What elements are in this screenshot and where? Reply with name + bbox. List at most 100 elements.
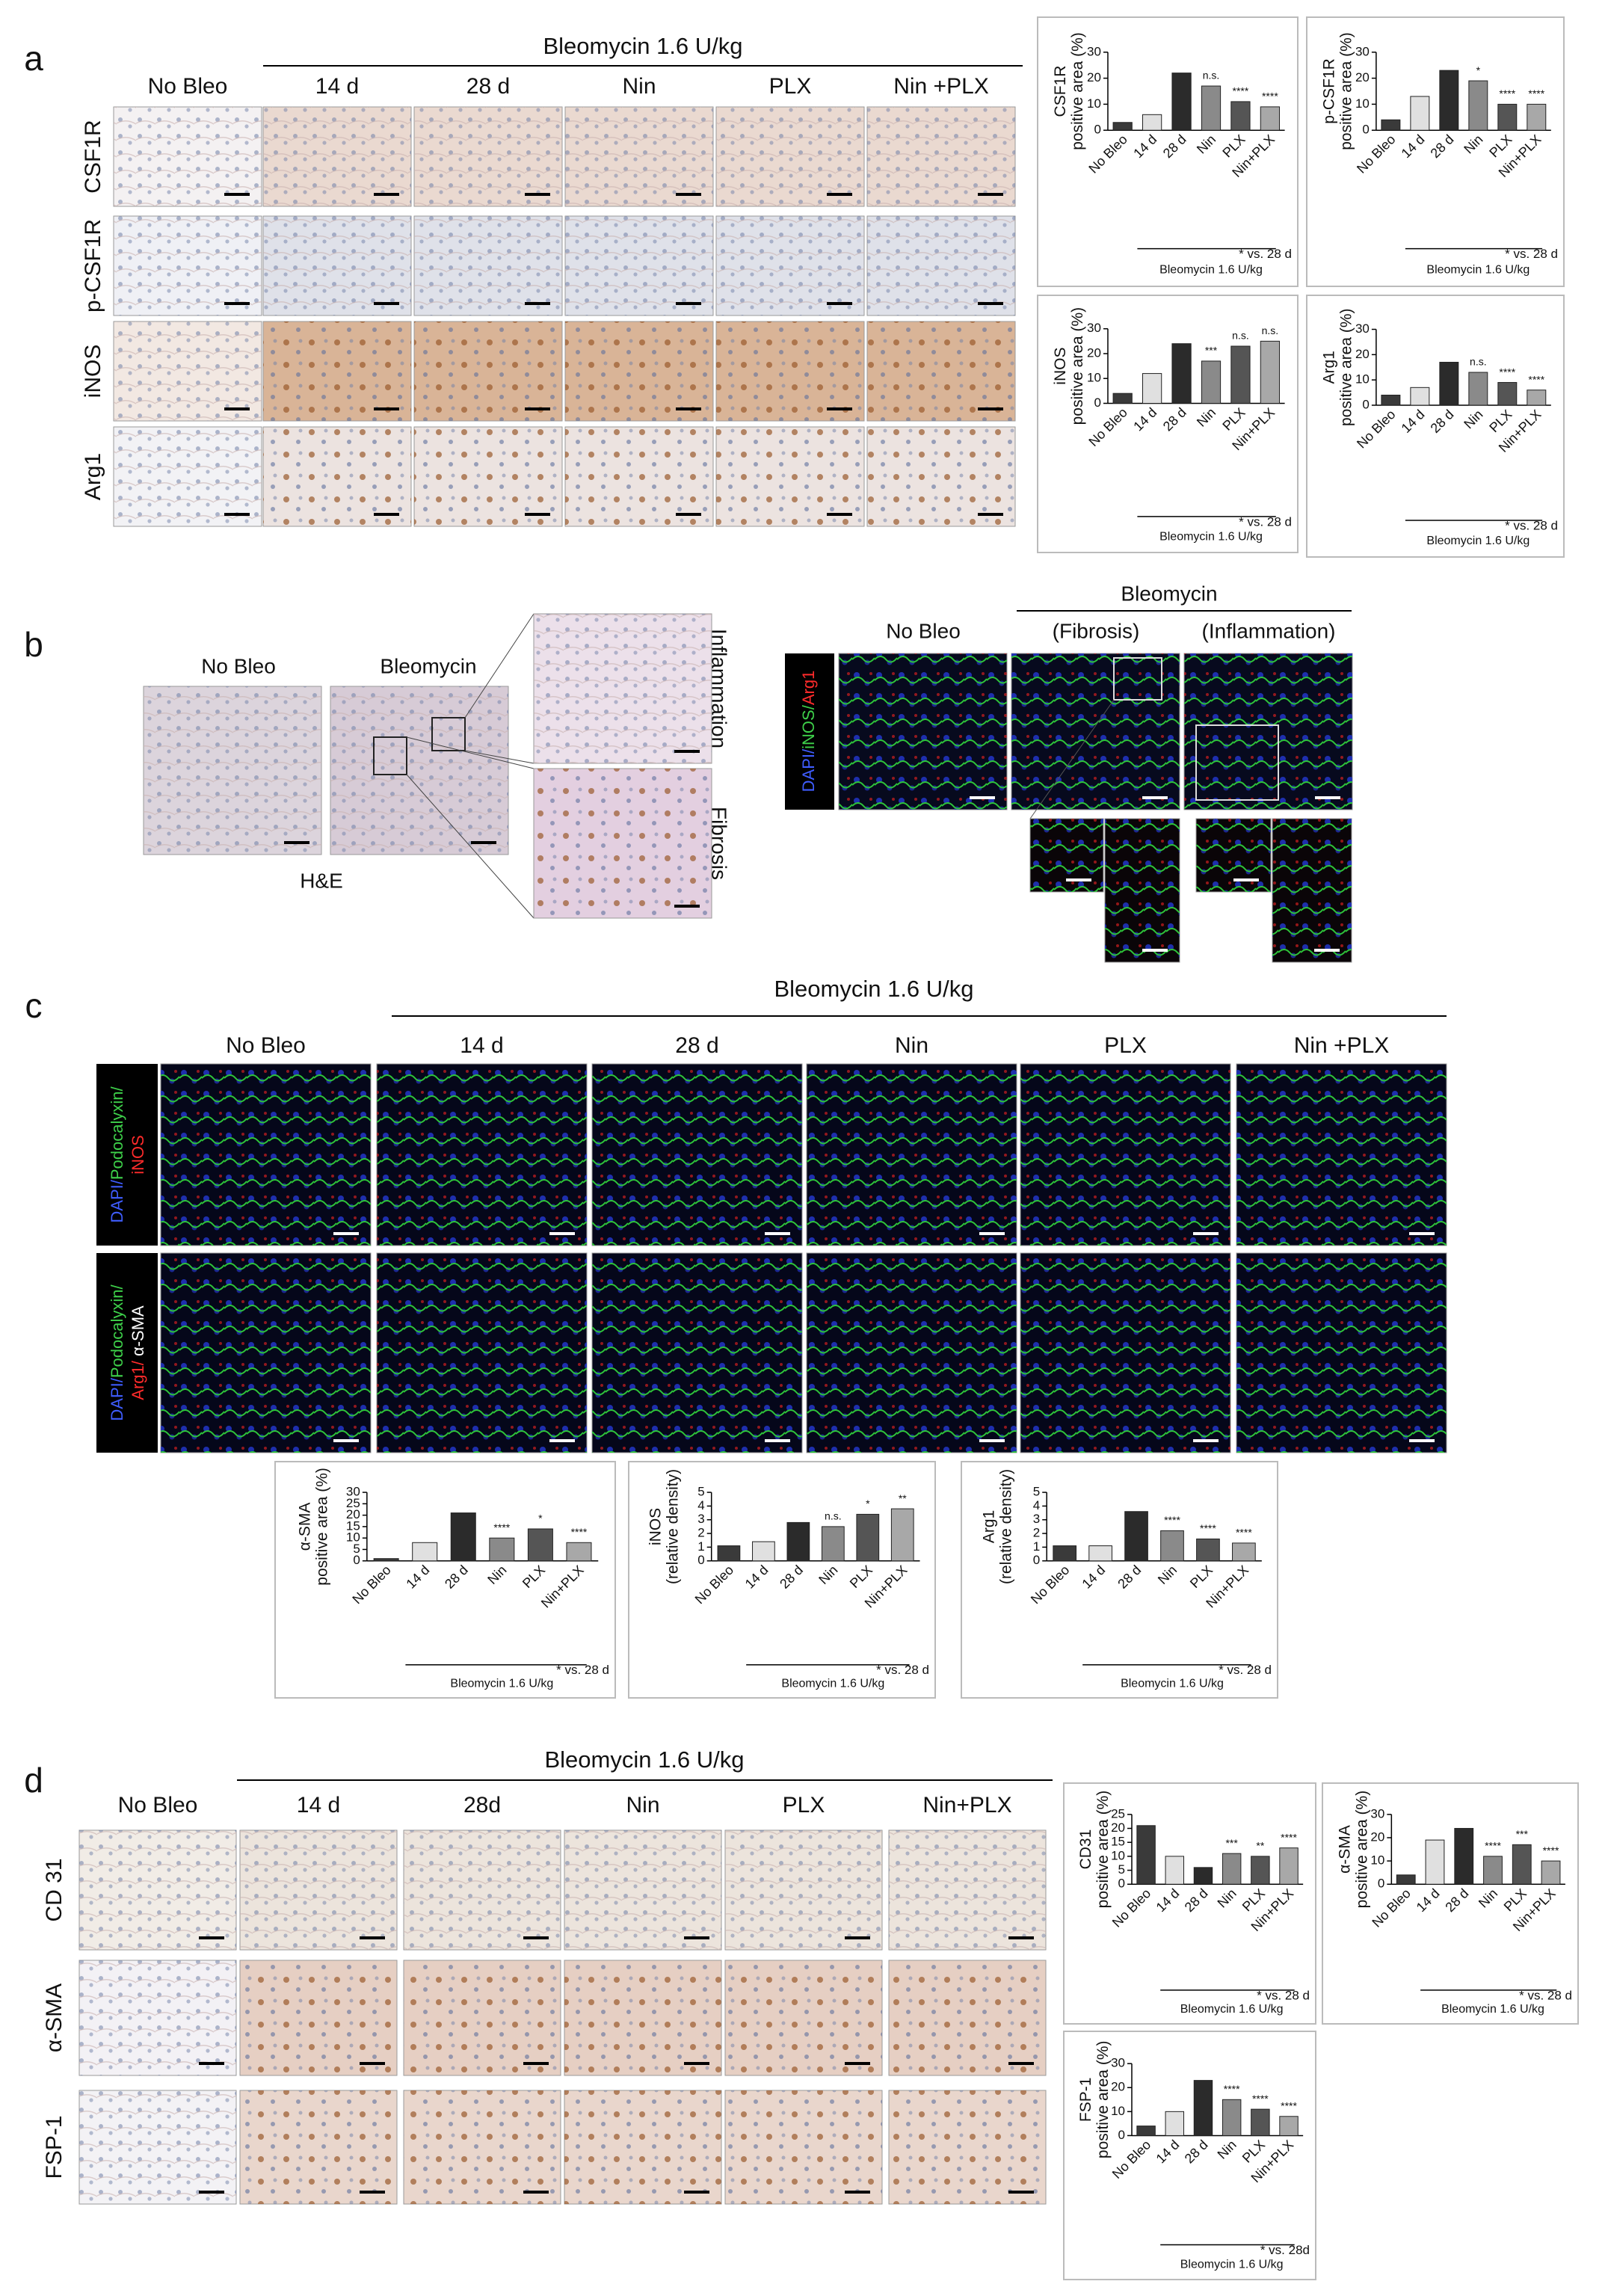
bar	[1541, 1860, 1561, 1885]
micrograph-texture	[1236, 1064, 1447, 1246]
bar	[856, 1513, 880, 1562]
y-tick-label: 15	[1111, 1835, 1125, 1849]
stain-part: DAPI/	[799, 748, 818, 792]
y-tick-label: 1	[1033, 1539, 1040, 1554]
micrograph-texture	[889, 2090, 1046, 2204]
micrograph-texture	[716, 107, 864, 206]
bar	[1112, 393, 1133, 404]
chart-frame	[1063, 1782, 1316, 2025]
chart-frame	[1306, 16, 1565, 287]
micrograph-texture	[377, 1064, 587, 1246]
bar	[1193, 2080, 1213, 2136]
note: * vs. 28 d	[1519, 1988, 1572, 2002]
bar	[1410, 387, 1430, 406]
note: * vs. 28 d	[1219, 1663, 1272, 1677]
significance-label: ****	[1543, 1844, 1559, 1856]
bar	[890, 1508, 914, 1562]
significance-label: ****	[1164, 1514, 1180, 1526]
inset-box	[373, 736, 407, 775]
micrograph-texture	[240, 1960, 397, 2075]
bar	[1230, 345, 1251, 404]
stain-part: iNOS/	[799, 704, 818, 749]
y-tick-label: 30	[1355, 321, 1370, 336]
micrograph-texture	[263, 107, 411, 206]
group-label: Bleomycin 1.6 U/kg	[781, 1677, 884, 1690]
bar	[1279, 1847, 1299, 1885]
y-tick-label: 15	[346, 1518, 360, 1533]
micrograph-texture	[414, 427, 562, 526]
micrograph-texture	[716, 216, 864, 316]
group-label: Bleomycin 1.6 U/kg	[1426, 535, 1530, 547]
bar	[1468, 372, 1488, 406]
group-label: Bleomycin 1.6 U/kg	[1159, 531, 1263, 544]
y-axis-label: (relative density)	[664, 1469, 681, 1584]
panel-label: c	[25, 986, 43, 1025]
micrograph-texture	[377, 1253, 587, 1453]
group-label: Bleomycin 1.6 U/kg	[1121, 1677, 1224, 1690]
bar	[1124, 1511, 1148, 1562]
micrograph-texture	[1020, 1253, 1230, 1453]
bar	[1425, 1839, 1445, 1885]
micrograph-texture	[79, 2090, 236, 2204]
micrograph-texture	[725, 1960, 882, 2075]
bar	[1222, 1853, 1242, 1885]
bar	[821, 1526, 845, 1562]
significance-label: ****	[1485, 1840, 1501, 1852]
bar	[1230, 101, 1251, 131]
stain-part: Podocalyxin/	[108, 1284, 126, 1379]
micrograph-texture	[592, 1064, 802, 1246]
significance-label: ****	[1528, 373, 1544, 385]
row-label: Arg1	[81, 453, 105, 500]
y-tick-label: 5	[697, 1485, 704, 1499]
significance-label: ****	[571, 1526, 588, 1538]
y-tick-label: 20	[1370, 1829, 1384, 1844]
y-axis-label: positive area (%)	[1353, 1791, 1370, 1909]
y-tick-label: 20	[1111, 2080, 1125, 2094]
micrograph-texture	[867, 427, 1015, 526]
bar	[1251, 1856, 1270, 1885]
bar	[1142, 114, 1162, 131]
bar	[1381, 394, 1401, 406]
y-tick-label: 20	[1355, 70, 1370, 84]
y-tick-label: 0	[697, 1553, 704, 1567]
row-label: DAPI/Podocalyxin/	[108, 1086, 126, 1223]
micrograph-texture	[725, 2090, 882, 2204]
y-tick-label: 5	[1033, 1485, 1040, 1499]
group-label: Bleomycin 1.6 U/kg	[1180, 2003, 1284, 2016]
inset-box	[431, 717, 466, 751]
stain-strip	[785, 653, 834, 810]
column-header: Nin	[895, 1033, 928, 1058]
y-tick-label: 10	[1111, 1848, 1125, 1862]
bar	[1454, 1828, 1474, 1885]
y-axis-label: Arg1	[981, 1510, 998, 1543]
row-label: iNOS	[129, 1135, 147, 1175]
stain-strip	[96, 1064, 158, 1246]
y-tick-label: 0	[1118, 1877, 1125, 1891]
panel-label: b	[24, 625, 43, 664]
micrograph-texture	[240, 1830, 397, 1950]
column-header: Nin +PLX	[893, 74, 989, 99]
panel-label: d	[24, 1761, 43, 1800]
stain-part: Arg1	[799, 671, 818, 705]
micrograph-texture	[807, 1064, 1017, 1246]
micrograph-texture	[839, 653, 1007, 810]
zoom-line	[406, 736, 535, 769]
y-tick-label: 10	[1355, 372, 1370, 387]
y-tick-label: 3	[1033, 1512, 1040, 1526]
column-header: Bleomycin	[380, 654, 476, 677]
y-tick-label: 25	[1111, 1806, 1125, 1821]
significance-label: ****	[1281, 1831, 1297, 1843]
bar	[1260, 106, 1281, 131]
column-header: PLX	[1104, 1033, 1147, 1058]
y-tick-label: 10	[1355, 96, 1370, 111]
y-axis-label: (relative density)	[998, 1469, 1015, 1584]
chart-frame	[1322, 1782, 1579, 2025]
bar	[1497, 382, 1518, 406]
y-tick-label: 30	[1370, 1806, 1384, 1821]
stain-strip	[96, 1253, 158, 1453]
y-axis-label: positive area (%)	[1069, 32, 1086, 150]
y-tick-label: 10	[1087, 96, 1101, 111]
micrograph-texture	[144, 686, 321, 855]
y-tick-label: 5	[1118, 1862, 1125, 1877]
